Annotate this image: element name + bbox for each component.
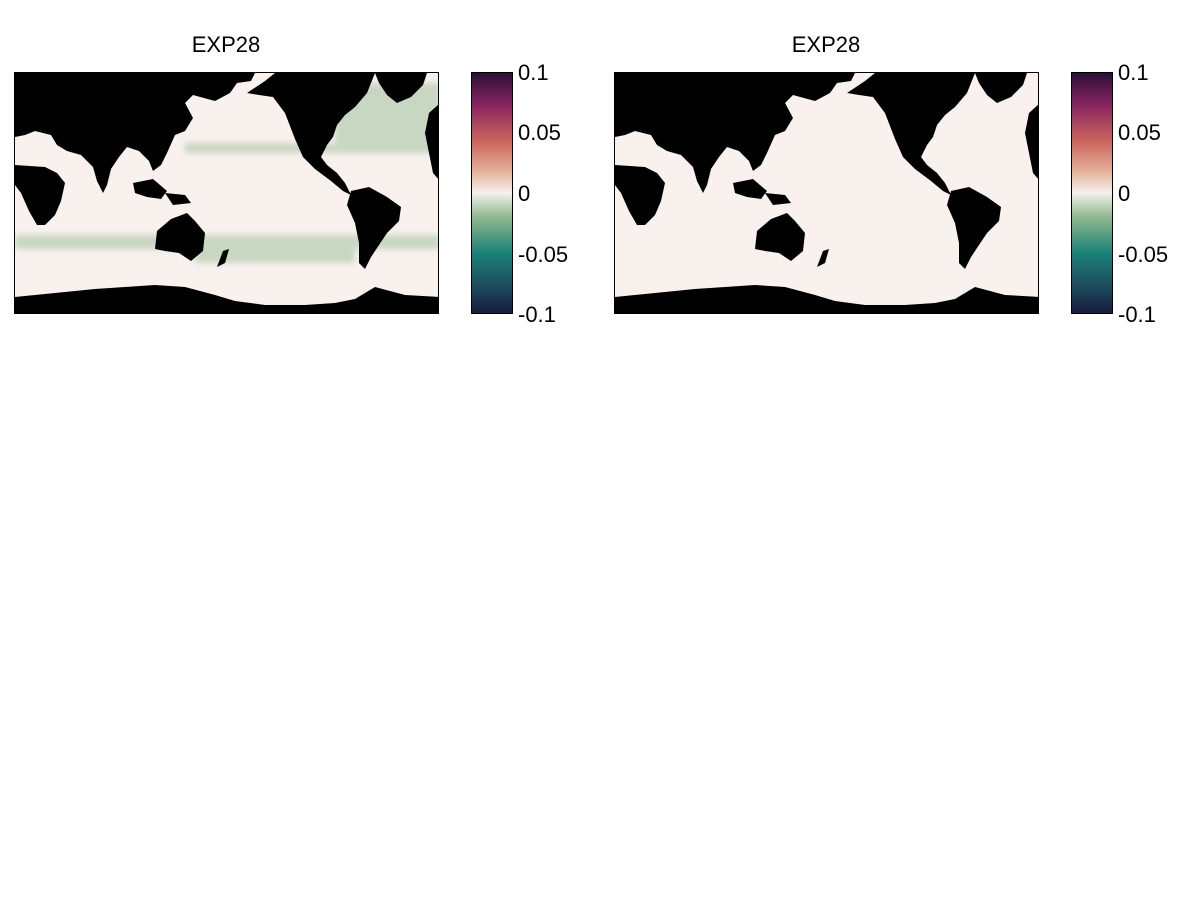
cbar-tick: 0 (1118, 181, 1131, 206)
cbar-tick: 0.1 (1118, 60, 1149, 85)
cbar-tick: -0.1 (518, 302, 556, 327)
map-panel-left (14, 72, 439, 314)
cbar-tick: -0.1 (1118, 302, 1156, 327)
cbar-tick: -0.05 (1118, 242, 1169, 267)
cbar-tick: 0.05 (518, 120, 561, 145)
cbar-tick: -0.05 (518, 242, 569, 267)
cbar-tick: 0.05 (1118, 120, 1161, 145)
map-title-left: EXP28 (191, 32, 261, 57)
cbar-tick: 0 (518, 181, 531, 206)
map-title-right: EXP28 (791, 32, 861, 57)
cbar-tick: 0.1 (518, 60, 549, 85)
colorbar-left (471, 72, 513, 314)
map-panel-right (614, 72, 1039, 314)
colorbar-right (1071, 72, 1113, 314)
